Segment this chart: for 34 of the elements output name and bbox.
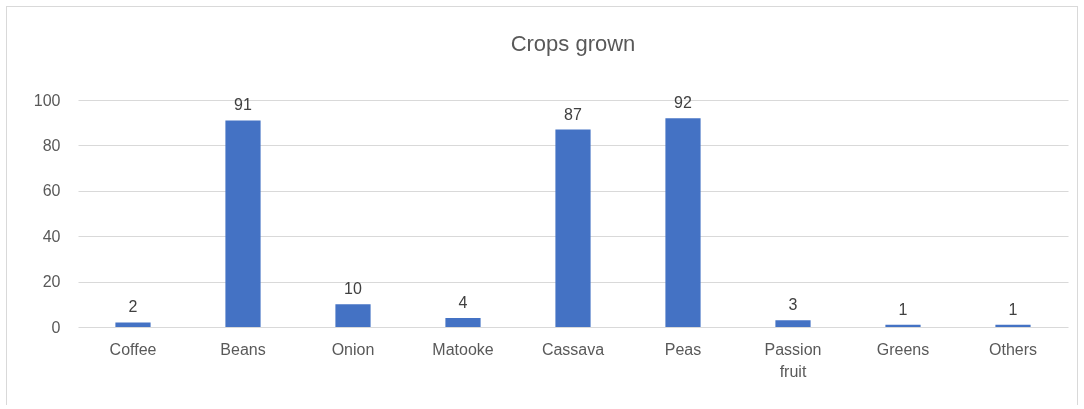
bar: [775, 320, 811, 327]
y-tick-label: 0: [51, 318, 61, 336]
bar: [225, 120, 261, 327]
y-tick-label: 20: [42, 273, 61, 291]
data-label: 1: [898, 300, 908, 318]
x-tick-label: Passion fruit: [764, 340, 822, 380]
x-tick-label: Peas: [664, 340, 702, 358]
x-tick-label: Matooke: [432, 340, 494, 358]
bar: [445, 317, 481, 327]
data-label: 92: [674, 94, 692, 112]
x-tick-label: Beans: [220, 340, 266, 358]
x-tick-label: Coffee: [109, 340, 157, 358]
data-label: 2: [128, 298, 138, 316]
bar: [665, 118, 701, 327]
y-tick-label: 40: [42, 227, 61, 245]
data-label: 91: [234, 96, 252, 114]
bar: [885, 324, 921, 327]
data-label: 10: [344, 280, 362, 298]
y-tick-label: 80: [42, 136, 61, 154]
chart-title: Crops grown: [510, 31, 636, 56]
data-label: 87: [564, 105, 582, 123]
y-tick-label: 60: [42, 182, 61, 200]
bar: [555, 129, 591, 327]
data-label: 3: [788, 296, 798, 314]
data-label: 1: [1008, 300, 1018, 318]
data-label: 4: [458, 293, 468, 311]
x-tick-label: Greens: [876, 340, 930, 358]
bar: [995, 324, 1031, 327]
x-tick-label: Others: [988, 340, 1038, 358]
y-tick-label: 100: [33, 91, 61, 109]
x-tick-label: Onion: [331, 340, 375, 358]
bar: [115, 322, 151, 327]
bar: [335, 304, 371, 327]
x-tick-label: Cassava: [541, 340, 605, 358]
